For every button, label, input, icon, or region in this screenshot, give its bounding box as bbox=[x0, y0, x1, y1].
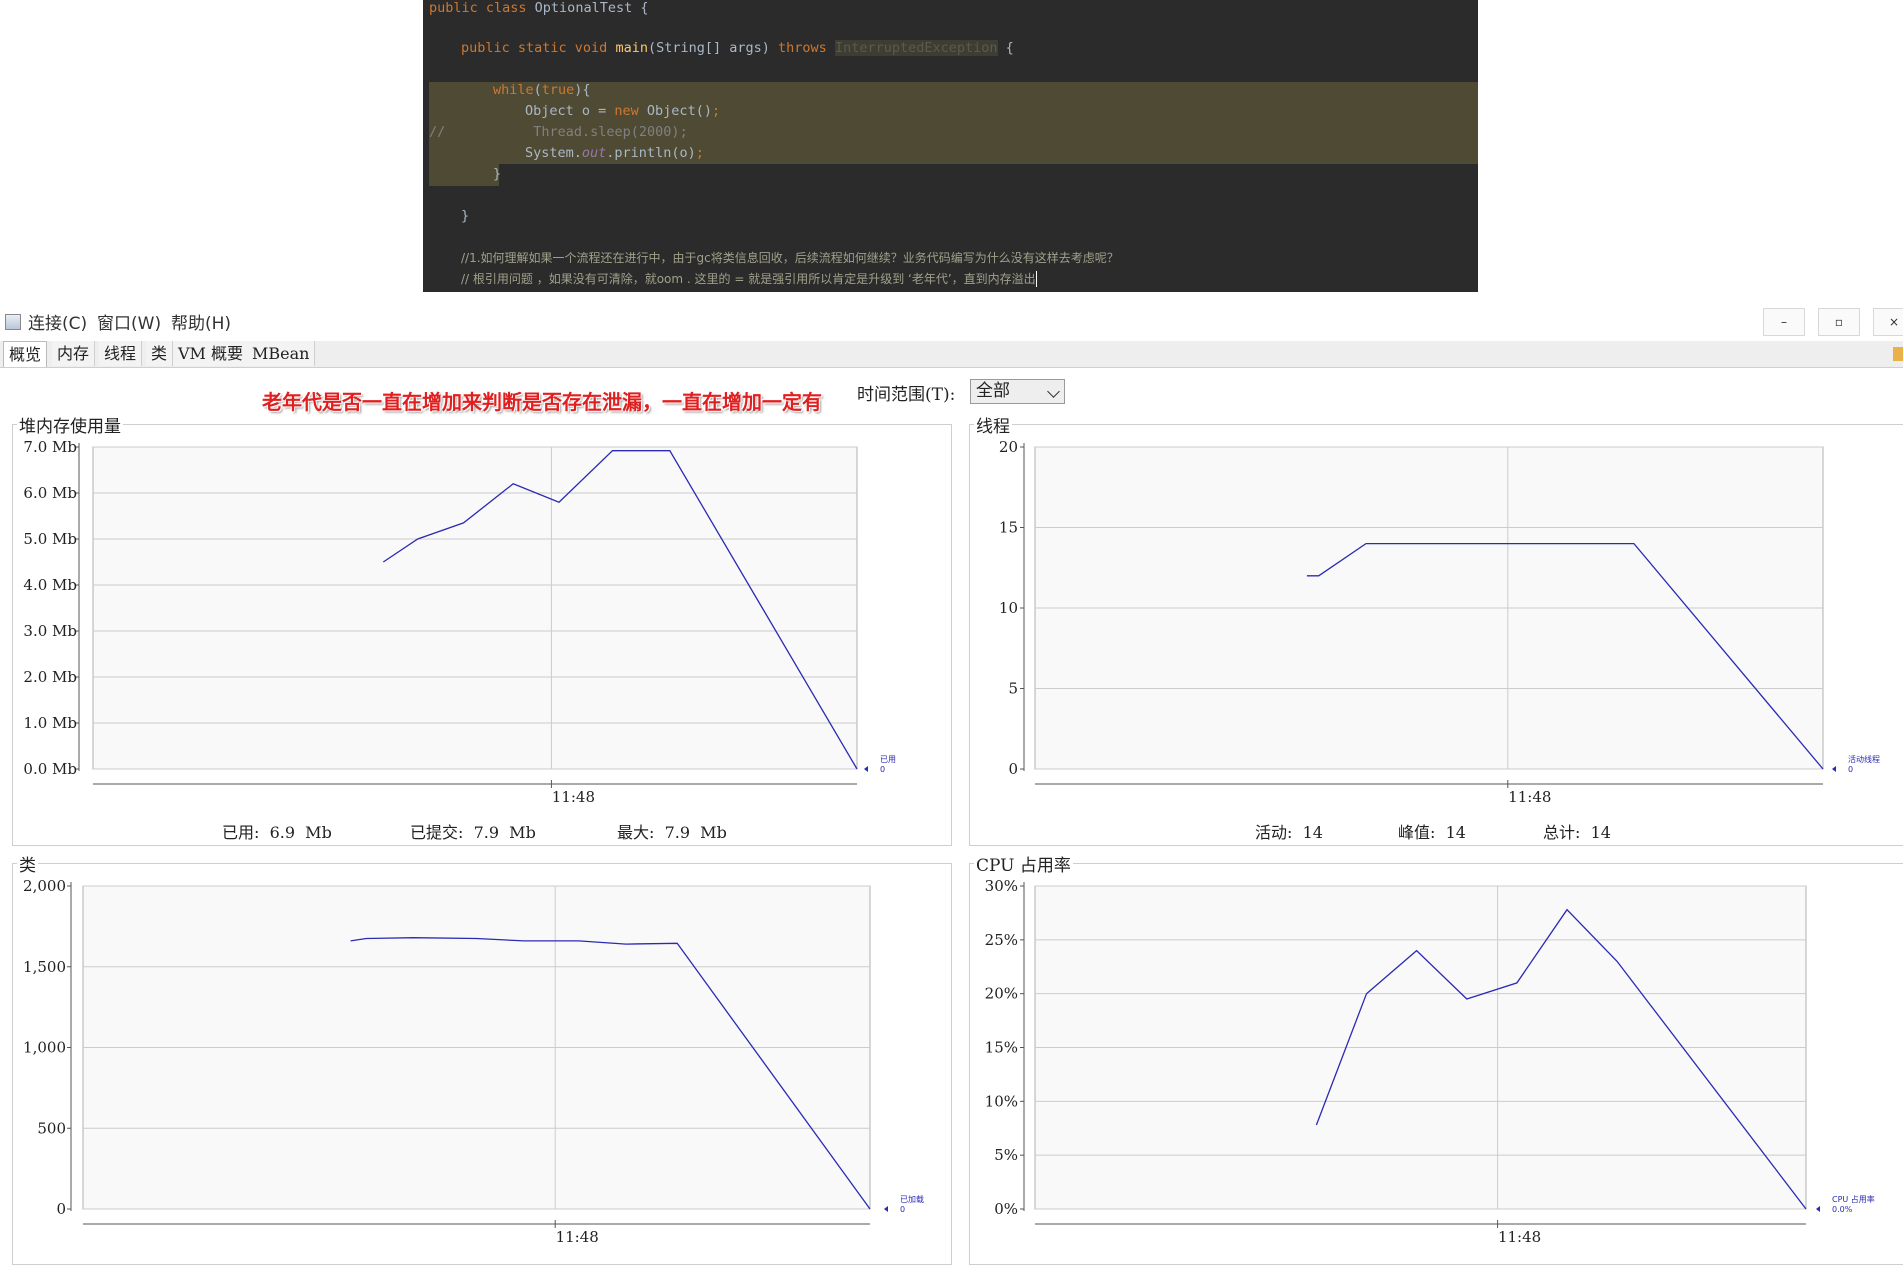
classes-legend-marker bbox=[884, 1206, 888, 1212]
time-range-label: 时间范围(T): bbox=[857, 385, 956, 405]
classes-legend-name: 已加载 bbox=[900, 1194, 924, 1204]
heap-max-stat: 最大: 7.9 Mb bbox=[617, 823, 727, 842]
code-editor[interactable]: public class OptionalTest { public stati… bbox=[423, 0, 1478, 292]
cpu-y-tick-label: 10% bbox=[985, 1092, 1018, 1110]
classes-y-tick-label: 500 bbox=[37, 1119, 66, 1137]
heap-committed-stat: 已提交: 7.9 Mb bbox=[410, 823, 536, 842]
cpu-series-line bbox=[1315, 908, 1807, 1210]
jconsole-window: 连接(C) 窗口(W) 帮助(H) – ▫ × 概览 内存 线程 类 VM 概要… bbox=[0, 305, 1903, 1265]
heap-x-tick-label: 11:48 bbox=[552, 788, 595, 806]
threads-live-stat: 活动: 14 bbox=[1255, 823, 1323, 842]
cpu-legend-name: CPU 占用率 bbox=[1832, 1194, 1875, 1204]
heap-y-tick-label: 3.0 Mb bbox=[23, 622, 77, 640]
heap-y-tick-label: 6.0 Mb bbox=[23, 484, 77, 502]
cpu-legend-value: 0.0% bbox=[1832, 1205, 1853, 1214]
speaker-icon[interactable] bbox=[1893, 347, 1903, 361]
restore-button[interactable]: ▫ bbox=[1818, 308, 1860, 336]
classes-x-tick-label: 11:48 bbox=[556, 1228, 599, 1246]
threads-peak-stat: 峰值: 14 bbox=[1398, 823, 1466, 842]
tab-overview[interactable]: 概览 bbox=[3, 341, 48, 367]
tab-memory[interactable]: 内存 bbox=[52, 341, 96, 366]
code-line-1: public class OptionalTest { bbox=[429, 0, 649, 16]
cpu-y-tick-label: 25% bbox=[985, 931, 1018, 949]
classes-series-line bbox=[350, 937, 871, 1210]
threads-legend-value: 0 bbox=[1848, 765, 1853, 774]
code-line-10: // 根引用问题 ，如果没有可清除，就oom . 这里的 = 就是强引用所以肯定… bbox=[461, 271, 1037, 287]
cpu-legend-marker bbox=[1816, 1206, 1820, 1212]
code-line-7: } bbox=[493, 166, 502, 182]
threads-y-tick-label: 5 bbox=[1008, 680, 1018, 698]
code-line-8: } bbox=[461, 208, 470, 224]
cpu-y-tick-label: 0% bbox=[994, 1200, 1018, 1218]
heap-y-tick-label: 5.0 Mb bbox=[23, 530, 77, 548]
threads-y-tick-label: 15 bbox=[999, 519, 1018, 537]
threads-y-tick-label: 20 bbox=[999, 438, 1018, 456]
threads-legend-marker bbox=[1832, 766, 1836, 772]
charts-canvas: 0.0 Mb 1.0 Mb 2.0 Mb 3.0 Mb 4.0 Mb 5.0 Mb 6.0 … bbox=[23, 438, 1880, 1246]
classes-y-tick-label: 0 bbox=[56, 1200, 66, 1218]
menu-help[interactable]: 帮助(H) bbox=[171, 314, 232, 334]
threads-x-tick-label: 11:48 bbox=[1508, 788, 1551, 806]
threads-total-stat: 总计: 14 bbox=[1543, 823, 1611, 842]
heap-used-stat: 已用: 6.9 Mb bbox=[222, 823, 332, 842]
heap-series-line bbox=[382, 450, 858, 770]
close-button[interactable]: × bbox=[1873, 308, 1903, 336]
tab-threads[interactable]: 线程 bbox=[99, 341, 143, 366]
code-line-3: while(true){ bbox=[493, 82, 591, 98]
menu-connection[interactable]: 连接(C) bbox=[28, 314, 88, 334]
classes-panel-title: 类 bbox=[17, 851, 38, 876]
code-line-9: //1.如何理解如果一个流程还在进行中，由于gc将类信息回收，后续流程如何继续？… bbox=[461, 251, 1119, 265]
code-line-6: System.out.println(o); bbox=[525, 145, 704, 161]
heap-legend-value: 0 bbox=[880, 765, 885, 774]
classes-legend-value: 0 bbox=[900, 1205, 905, 1214]
heap-y-tick-label: 0.0 Mb bbox=[23, 760, 77, 778]
classes-y-tick-label: 1,000 bbox=[23, 1039, 66, 1057]
tab-vm-summary[interactable]: VM 概要 bbox=[173, 341, 250, 366]
heap-y-tick-label: 4.0 Mb bbox=[23, 576, 77, 594]
cpu-panel-title: CPU 占用率 bbox=[974, 851, 1073, 876]
threads-panel bbox=[969, 424, 1903, 846]
time-range-value: 全部 bbox=[976, 381, 1010, 401]
code-line-5: //Thread.sleep(2000); bbox=[429, 124, 688, 140]
threads-legend-name: 活动线程 bbox=[1848, 754, 1880, 764]
heap-panel-title: 堆内存使用量 bbox=[17, 412, 123, 437]
cpu-x-tick-label: 11:48 bbox=[1498, 1228, 1541, 1246]
code-highlight bbox=[429, 82, 1478, 164]
code-highlight-block bbox=[429, 82, 499, 186]
cpu-y-tick-label: 20% bbox=[985, 985, 1018, 1003]
classes-y-tick-label: 1,500 bbox=[23, 958, 66, 976]
menubar: 连接(C) 窗口(W) 帮助(H) – ▫ × bbox=[0, 305, 1903, 337]
code-line-2: public static void main(String[] args) t… bbox=[461, 40, 1014, 56]
cpu-y-tick-label: 5% bbox=[994, 1146, 1018, 1164]
text-caret bbox=[1035, 271, 1037, 287]
heap-y-tick-label: 7.0 Mb bbox=[23, 438, 77, 456]
annotation-text: 老年代是否一直在增加来判断是否存在泄漏，一直在增加一定有 bbox=[262, 390, 822, 414]
heap-panel bbox=[12, 424, 952, 846]
heap-plot-area bbox=[92, 446, 858, 770]
menu-window[interactable]: 窗口(W) bbox=[97, 314, 162, 334]
minimize-button[interactable]: – bbox=[1763, 308, 1805, 336]
java-app-icon bbox=[5, 314, 21, 330]
tab-bar: 概览 内存 线程 类 VM 概要 MBean bbox=[0, 341, 1903, 368]
threads-series-line bbox=[1306, 542, 1824, 770]
heap-y-tick-label: 1.0 Mb bbox=[23, 714, 77, 732]
heap-legend-marker bbox=[864, 766, 868, 772]
threads-y-tick-label: 0 bbox=[1008, 760, 1018, 778]
tab-classes[interactable]: 类 bbox=[146, 341, 174, 366]
tab-mbean[interactable]: MBean bbox=[247, 341, 316, 366]
cpu-y-tick-label: 30% bbox=[985, 877, 1018, 895]
heap-legend-name: 已用 bbox=[880, 755, 896, 764]
threads-panel-title: 线程 bbox=[974, 412, 1012, 437]
code-line-4: Object o = new Object(); bbox=[525, 103, 721, 119]
threads-y-tick-label: 10 bbox=[999, 599, 1018, 617]
classes-y-tick-label: 2,000 bbox=[23, 877, 66, 895]
time-range-select[interactable]: 全部 bbox=[970, 379, 1065, 404]
heap-y-tick-label: 2.0 Mb bbox=[23, 668, 77, 686]
cpu-y-tick-label: 15% bbox=[985, 1039, 1018, 1057]
